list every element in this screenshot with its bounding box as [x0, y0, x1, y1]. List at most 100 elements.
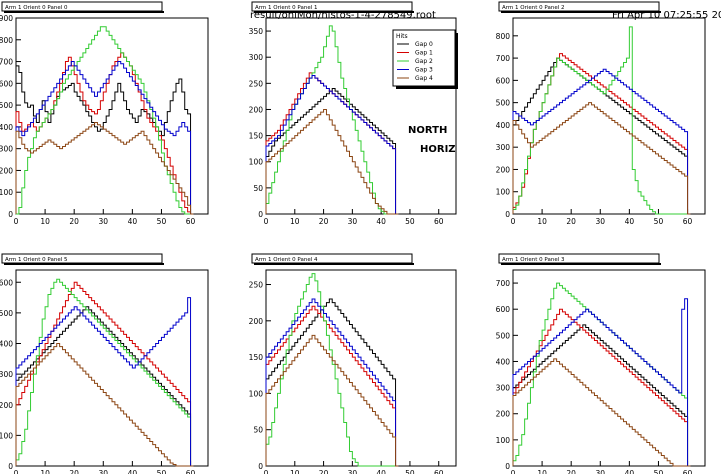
series-gap-4: [512, 358, 691, 467]
y-tick-label: 700: [0, 58, 13, 67]
series-gap-1: [15, 52, 194, 215]
x-tick-label: 60: [683, 469, 693, 474]
y-tick-label: 0: [505, 462, 510, 471]
y-tick-label: 400: [496, 357, 511, 366]
y-tick-label: 200: [0, 166, 13, 175]
series-gap-0: [265, 88, 399, 215]
series-gap-1: [15, 281, 194, 467]
y-tick-label: 900: [0, 14, 13, 23]
x-tick-label: 20: [566, 469, 576, 474]
y-tick-label: 50: [253, 184, 263, 193]
y-tick-label: 500: [496, 331, 511, 340]
x-tick-label: 40: [128, 217, 138, 226]
series-gap-3: [512, 298, 691, 467]
y-tick-label: 400: [0, 340, 13, 349]
x-tick-label: 50: [157, 469, 167, 474]
y-tick-label: 0: [258, 462, 263, 471]
series-gap-4: [265, 108, 399, 215]
x-tick-label: 40: [376, 217, 386, 226]
y-tick-label: 150: [249, 132, 264, 141]
y-tick-label: 0: [505, 210, 510, 219]
series-gap-2: [16, 26, 194, 215]
x-tick-label: 10: [290, 469, 300, 474]
y-tick-label: 400: [0, 123, 13, 132]
x-tick-label: 0: [14, 469, 19, 474]
x-tick-label: 0: [14, 217, 19, 226]
y-tick-label: 100: [0, 431, 13, 440]
x-tick-label: 10: [537, 469, 547, 474]
y-tick-label: 300: [0, 370, 13, 379]
y-tick-label: 200: [0, 401, 13, 410]
x-tick-label: 40: [625, 217, 635, 226]
series-gap-0: [512, 57, 691, 215]
series-gap-3: [15, 61, 194, 215]
series-gap-4: [265, 334, 399, 467]
file-path: result/onlMon/histos-1-4-278549.root: [250, 10, 436, 21]
series-gap-1: [265, 305, 399, 467]
series-gap-2: [265, 25, 399, 215]
series-gap-3: [15, 297, 194, 467]
panel-title-shadow: [4, 11, 164, 13]
x-tick-label: 10: [290, 217, 300, 226]
y-tick-label: 600: [0, 278, 13, 287]
y-tick-label: 50: [253, 426, 263, 435]
y-tick-label: 600: [496, 76, 511, 85]
x-tick-label: 30: [595, 469, 605, 474]
x-tick-label: 10: [537, 217, 547, 226]
series-gap-3: [512, 68, 691, 215]
legend-entry: Gap 0: [415, 41, 433, 48]
x-tick-label: 40: [376, 469, 386, 474]
x-tick-label: 60: [434, 469, 444, 474]
x-tick-label: 20: [69, 469, 79, 474]
y-tick-label: 300: [0, 145, 13, 154]
y-tick-label: 200: [249, 105, 264, 114]
panel-title: Arm 1 Orient 0 Panel 5: [5, 257, 68, 263]
x-tick-label: 0: [511, 469, 516, 474]
panel-title: Arm 1 Orient 0 Panel 0: [5, 5, 68, 11]
legend-entry: Gap 3: [415, 67, 433, 74]
legend-entry: Gap 4: [415, 75, 433, 82]
panel-title-shadow: [501, 263, 661, 265]
y-tick-label: 200: [496, 410, 511, 419]
y-tick-label: 150: [249, 353, 264, 362]
annotation-horiz: HORIZ: [420, 144, 456, 155]
panel-title: Arm 1 Orient 0 Panel 3: [502, 257, 565, 263]
x-tick-label: 50: [405, 469, 415, 474]
y-tick-label: 0: [8, 210, 13, 219]
legend-entry: Gap 2: [415, 58, 433, 65]
x-tick-label: 30: [348, 217, 358, 226]
x-tick-label: 30: [98, 469, 108, 474]
y-tick-label: 100: [496, 188, 511, 197]
x-tick-label: 10: [40, 469, 50, 474]
x-tick-label: 20: [319, 469, 329, 474]
y-tick-label: 100: [249, 158, 264, 167]
x-tick-label: 40: [128, 469, 138, 474]
y-tick-label: 700: [496, 54, 511, 63]
y-tick-label: 250: [249, 281, 264, 290]
x-tick-label: 20: [566, 217, 576, 226]
legend-title: Hits: [396, 33, 408, 40]
timestamp: Fri Apr 10 07:25:55 2009: [612, 10, 721, 21]
x-tick-label: 60: [186, 469, 196, 474]
annotation-north: NORTH: [408, 125, 447, 136]
series-gap-4: [15, 122, 194, 215]
series-gap-1: [512, 308, 691, 467]
y-tick-label: 350: [249, 27, 264, 36]
series-gap-3: [265, 74, 399, 215]
plot-frame: [512, 269, 706, 467]
panel-title-shadow: [501, 11, 661, 13]
y-tick-label: 400: [496, 121, 511, 130]
series-gap-0: [512, 324, 691, 467]
x-tick-label: 60: [683, 217, 693, 226]
x-tick-label: 50: [654, 469, 664, 474]
y-tick-label: 0: [258, 210, 263, 219]
y-tick-label: 600: [496, 305, 511, 314]
series-gap-0: [265, 298, 399, 467]
y-tick-label: 0: [8, 462, 13, 471]
series-gap-2: [15, 278, 194, 467]
series-gap-4: [15, 343, 194, 467]
y-tick-label: 500: [0, 309, 13, 318]
y-tick-label: 300: [496, 384, 511, 393]
panel-title: Arm 1 Orient 0 Panel 4: [255, 257, 318, 263]
